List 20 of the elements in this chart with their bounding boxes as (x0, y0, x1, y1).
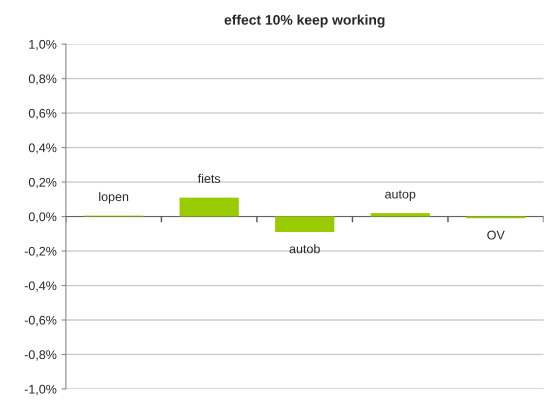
y-tick-label: 1,0% (29, 40, 56, 50)
y-tick-label: -0,6% (24, 316, 56, 326)
y-tick-label: -0,8% (24, 350, 56, 361)
y-tick-label: -1,0% (24, 384, 56, 396)
bar (370, 213, 430, 217)
y-tick-label: 0,0% (28, 212, 56, 223)
y-tick-label: 0,4% (28, 143, 56, 154)
y-tick-label: 0,2% (28, 178, 56, 188)
x-tick-label: autob (290, 244, 320, 254)
y-tick-label: -0,4% (24, 281, 56, 292)
x-tick-label: autop (385, 190, 416, 202)
y-tick-label: 0,8% (28, 74, 56, 85)
bar (180, 198, 239, 217)
chart-title: effect 10% keep working (224, 14, 384, 28)
x-tick-label: fiets (198, 174, 220, 184)
x-tick-label: lopen (99, 192, 128, 204)
y-tick-label: -0,2% (24, 246, 56, 258)
bar (275, 216, 334, 232)
x-tick-label: OV (487, 230, 505, 240)
y-tick-label: 0,6% (28, 108, 56, 120)
